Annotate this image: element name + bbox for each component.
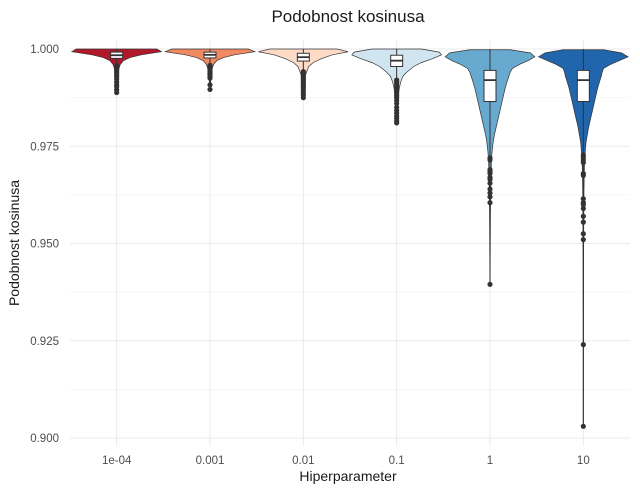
outlier-point [580,205,586,212]
outlier-point [580,219,586,225]
outlier-point [207,86,213,93]
outlier-point [580,213,586,219]
violin-group-0.1 [351,48,443,126]
outlier-point [114,89,120,96]
y-tick-label: 0.925 [30,336,59,348]
outlier-point [487,157,493,163]
outlier-point [487,176,493,182]
y-tick-label: 0.975 [30,141,59,153]
y-tick-label: 1.000 [30,44,59,56]
chart-marks [70,48,629,429]
y-axis-title: Podobnost kosinusa [6,180,22,306]
x-tick-label: 1e-04 [102,455,132,467]
x-tick-label: 0.01 [292,455,314,467]
outlier-point [580,159,586,166]
outlier-point [487,190,493,196]
violin-group-0.01 [258,48,349,101]
outlier-point [394,120,400,126]
outlier-point [487,170,493,177]
outlier-point [394,100,400,107]
outlier-point [487,180,493,186]
x-tick-label: 1 [487,455,493,467]
outlier-point [300,95,306,101]
outlier-point [580,172,586,179]
outlier-point [487,200,493,206]
y-tick-label: 0.900 [30,433,59,445]
outlier-point [580,423,586,429]
x-tick-label: 10 [577,455,590,467]
x-axis-title: Hiperparameter [299,468,397,484]
outlier-point [487,186,493,192]
outlier-point [207,75,213,81]
violin-group-0.001 [163,48,257,93]
violin-group-10 [537,49,629,429]
outlier-point [487,281,493,287]
outlier-point [580,237,586,243]
outlier-point [580,202,586,208]
x-tick-label: 0.1 [389,455,405,467]
violin-group-1e-04 [70,48,163,96]
violin-group-1 [444,49,536,287]
outlier-point [580,342,586,348]
outlier-point [580,196,586,202]
y-axis-ticks: 1.000 0.975 0.950 0.925 0.900 [30,44,59,445]
chart-title: Podobnost kosinusa [271,7,425,26]
grid-lines [70,40,630,446]
outlier-point [487,194,493,200]
x-axis-ticks: 1e-04 0.001 0.01 0.1 1 10 [102,455,590,467]
x-tick-label: 0.001 [196,455,225,467]
outlier-point [580,231,586,237]
y-tick-label: 0.950 [30,239,59,251]
outlier-point [207,82,213,88]
iqr-box [483,69,497,103]
iqr-box [576,69,590,103]
